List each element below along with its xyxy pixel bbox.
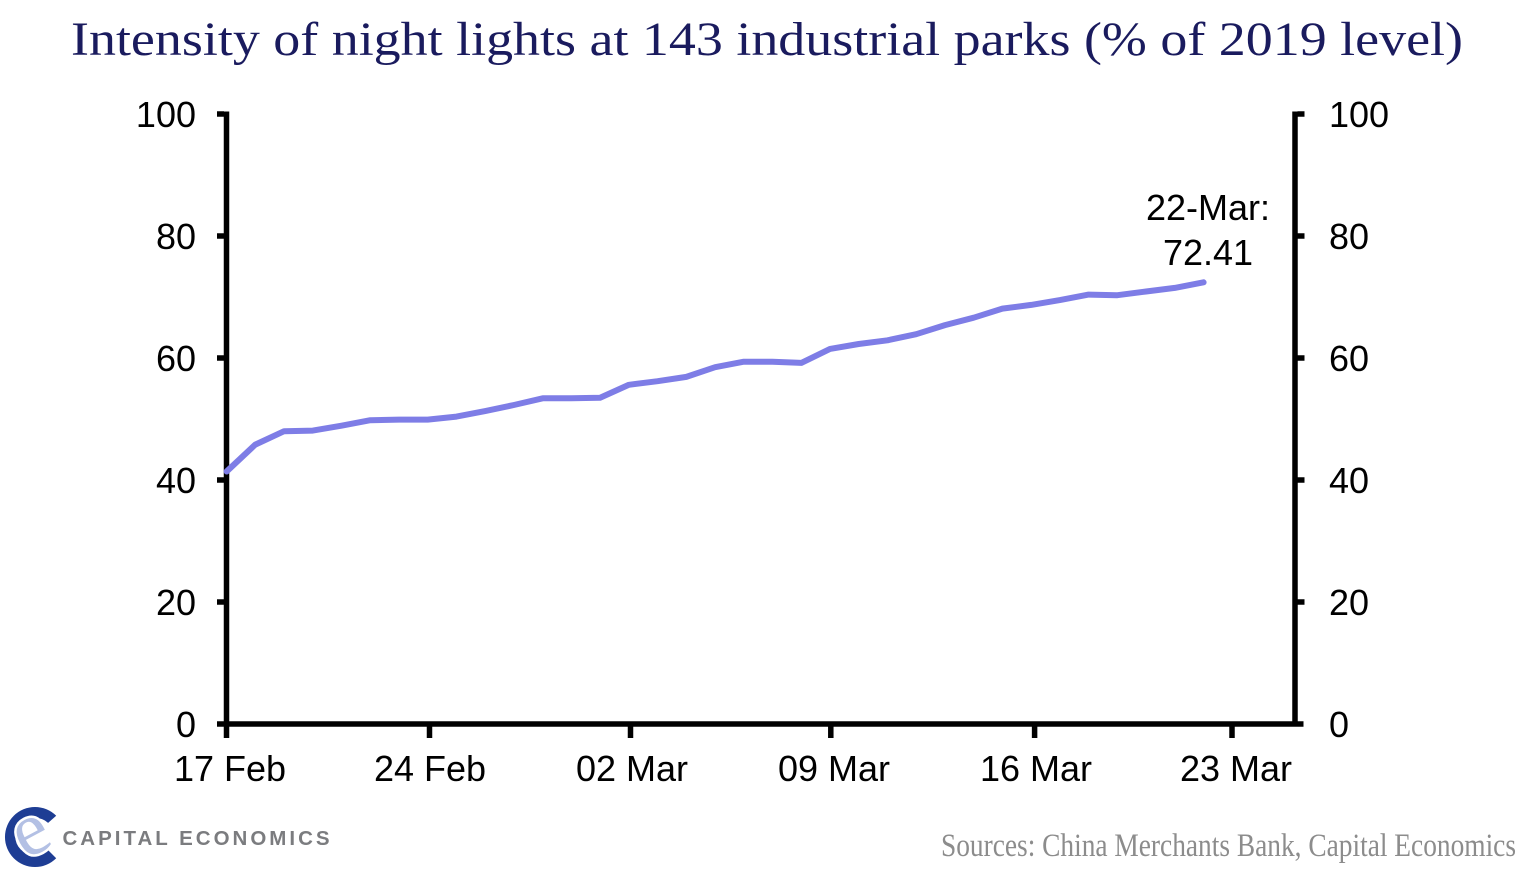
svg-text:60: 60 [1329,338,1369,379]
svg-text:02 Mar: 02 Mar [576,748,688,789]
svg-text:80: 80 [156,216,196,257]
svg-text:72.41: 72.41 [1163,232,1253,273]
svg-text:CAPITAL ECONOMICS: CAPITAL ECONOMICS [63,827,333,850]
svg-text:100: 100 [136,94,196,135]
svg-text:20: 20 [1329,582,1369,623]
svg-text:09 Mar: 09 Mar [778,748,890,789]
svg-text:17 Feb: 17 Feb [174,748,286,789]
svg-text:60: 60 [156,338,196,379]
svg-text:Intensity of night lights at 1: Intensity of night lights at 143 industr… [71,13,1463,66]
svg-text:Sources: China Merchants Bank,: Sources: China Merchants Bank, Capital E… [941,828,1516,864]
svg-text:40: 40 [156,460,196,501]
svg-text:100: 100 [1329,94,1389,135]
svg-text:e: e [0,785,63,874]
svg-text:0: 0 [176,704,196,745]
svg-text:23 Mar: 23 Mar [1180,748,1292,789]
svg-text:24 Feb: 24 Feb [374,748,486,789]
svg-text:16 Mar: 16 Mar [980,748,1092,789]
svg-text:80: 80 [1329,216,1369,257]
svg-text:40: 40 [1329,460,1369,501]
svg-text:20: 20 [156,582,196,623]
svg-text:0: 0 [1329,704,1349,745]
svg-text:22-Mar:: 22-Mar: [1146,187,1270,228]
